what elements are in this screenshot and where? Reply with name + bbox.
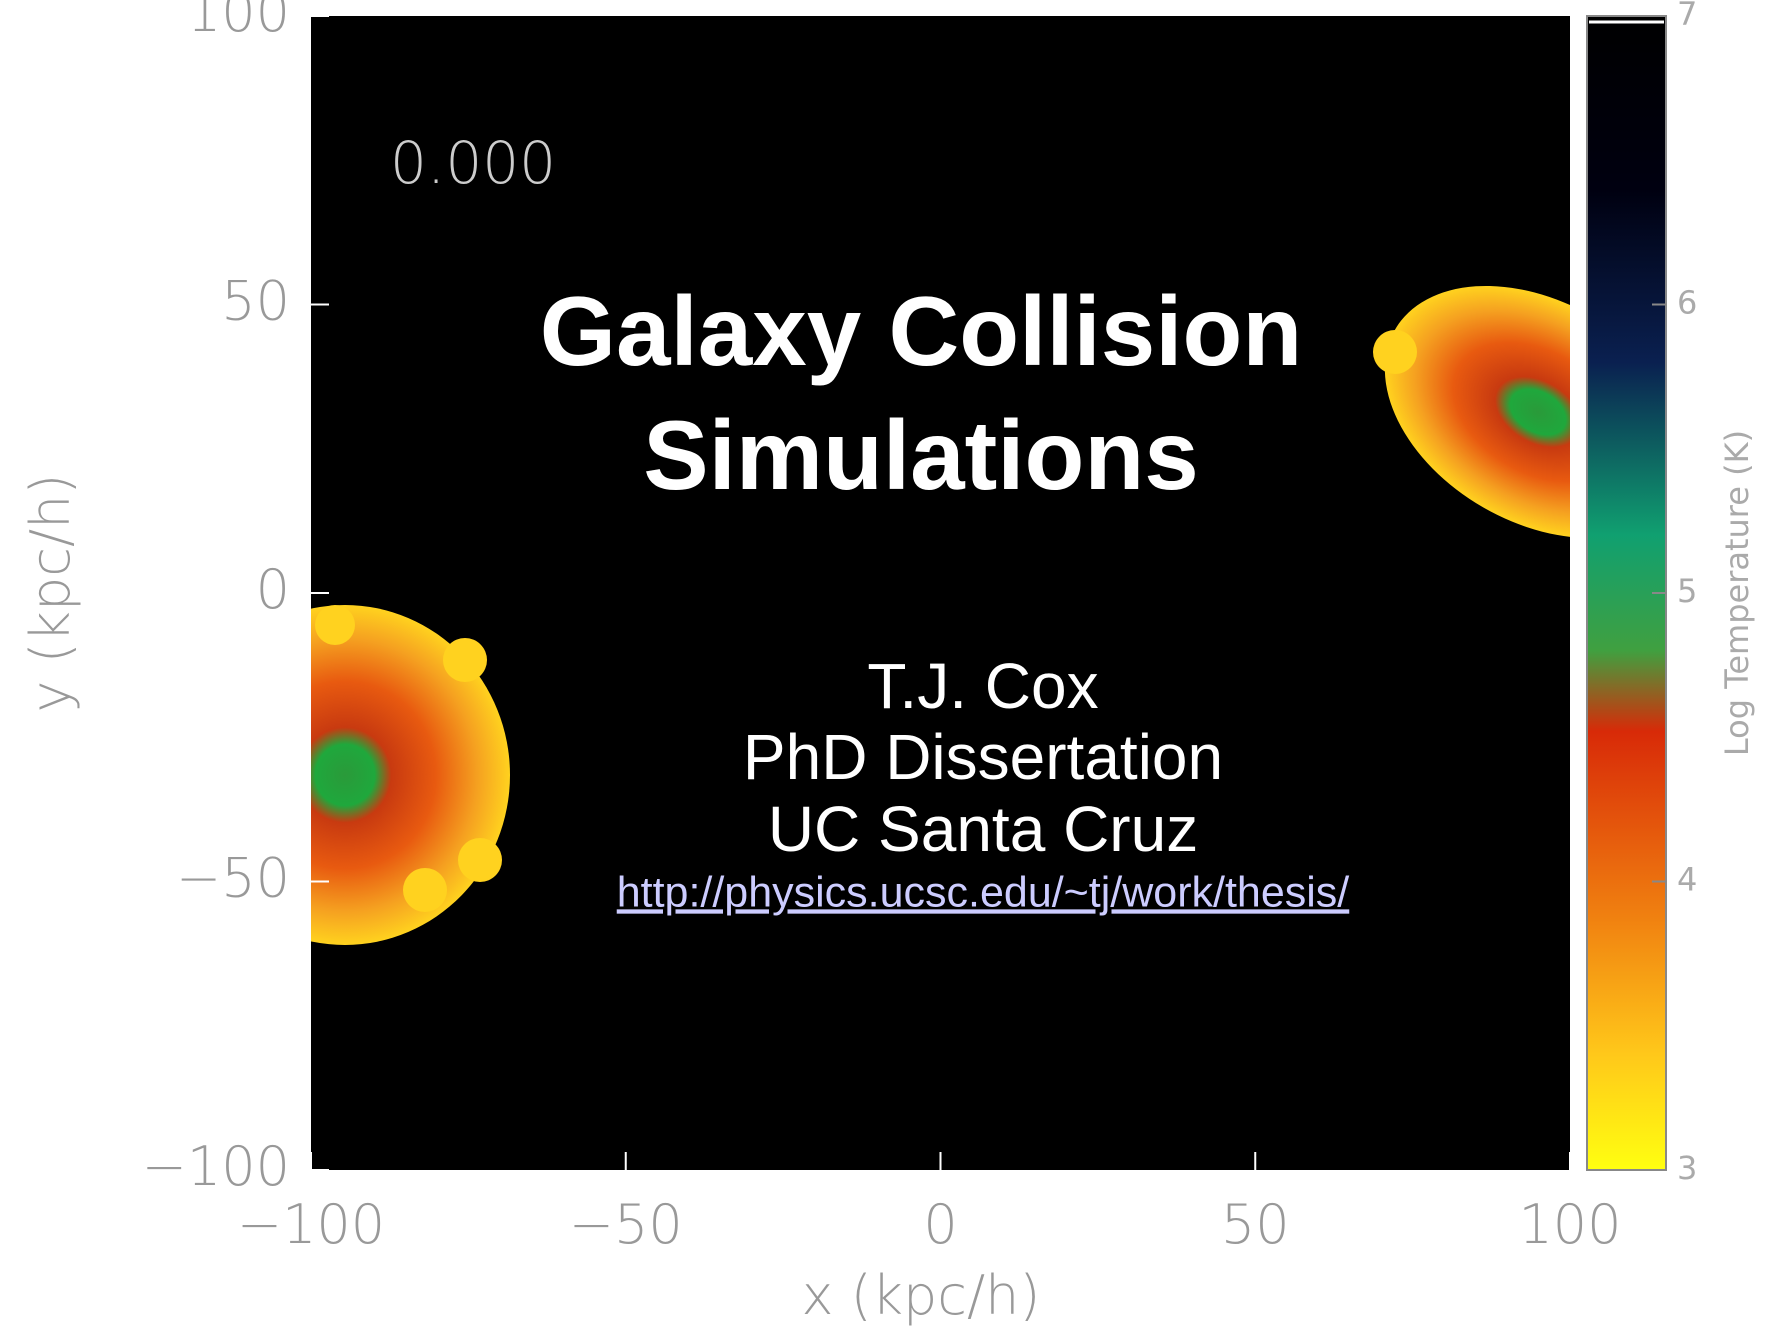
galaxy-fragment: [443, 638, 487, 682]
x-tick-label: −50: [569, 1193, 683, 1256]
x-axis-label: x (kpc/h): [802, 1264, 1041, 1327]
subtitle: UC Santa Cruz: [768, 793, 1198, 865]
x-tick-label: −100: [237, 1193, 385, 1256]
title: Simulations: [643, 400, 1198, 510]
y-tick-label: −50: [176, 846, 290, 909]
colorbar-label: Log Temperature (K): [1718, 430, 1756, 756]
author: T.J. Cox: [867, 650, 1098, 722]
y-tick-label: −100: [142, 1135, 290, 1198]
subtitle: PhD Dissertation: [743, 721, 1223, 793]
colorbar-tick-label: 6: [1677, 284, 1697, 322]
colorbar-tick-label: 7: [1677, 0, 1697, 33]
colorbar-tick-label: 3: [1677, 1149, 1697, 1187]
colorbar-tick-label: 5: [1677, 572, 1697, 610]
plot-area: [311, 16, 1570, 1170]
link[interactable]: http://physics.ucsc.edu/~tj/work/thesis/: [617, 868, 1350, 916]
galaxy-fragment: [403, 868, 447, 912]
y-axis-label: y (kpc/h): [19, 474, 82, 713]
galaxy: [1384, 285, 1570, 539]
y-tick-label: 0: [256, 558, 290, 621]
x-tick-label: 0: [923, 1193, 957, 1256]
x-tick-label: 50: [1221, 1193, 1290, 1256]
time-label: 0.000: [390, 129, 556, 197]
galaxy-fragment: [1373, 330, 1417, 374]
title: Galaxy Collision: [540, 276, 1302, 386]
galaxy-fragment: [458, 838, 502, 882]
y-tick-label: 50: [221, 269, 290, 332]
y-tick-label: 100: [187, 0, 290, 44]
galaxy-fragment: [315, 605, 355, 645]
colorbar-tick-label: 4: [1677, 861, 1697, 899]
x-tick-label: 100: [1518, 1193, 1621, 1256]
galaxies: [311, 285, 1570, 945]
